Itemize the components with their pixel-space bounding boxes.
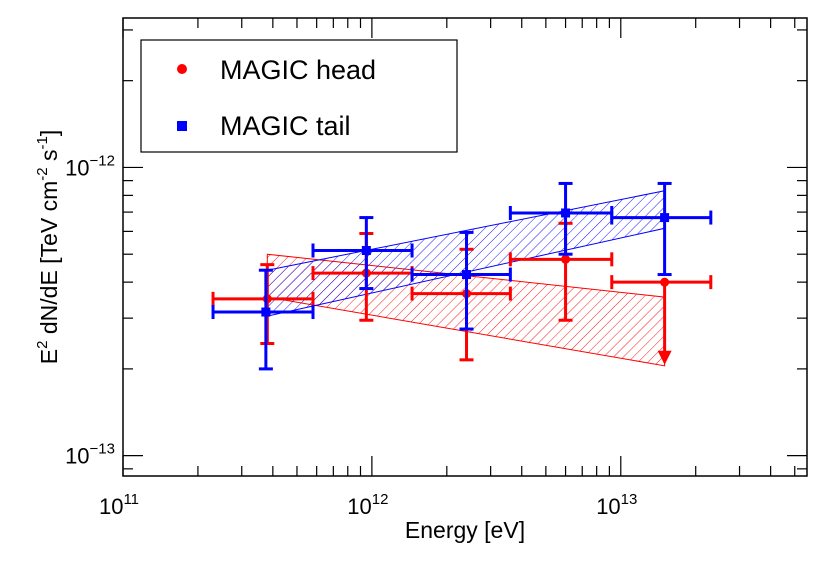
- y-tick-label-base: 10: [65, 444, 89, 469]
- data-point-marker: [561, 254, 571, 264]
- upper-limit-marker: [660, 277, 670, 287]
- y-tick-label-base: 10: [65, 155, 89, 180]
- x-tick-label-base: 10: [347, 494, 371, 519]
- x-axis-title: Energy [eV]: [405, 517, 525, 543]
- y-axis-title-sup-a: 2: [34, 341, 51, 349]
- x-tick-label: 1011: [99, 491, 139, 519]
- x-tick-label-base: 10: [596, 494, 620, 519]
- x-tick-label: 1013: [596, 491, 637, 519]
- data-points: [211, 181, 713, 371]
- x-tick-label-exponent: 13: [621, 491, 638, 508]
- legend-head-marker: [177, 64, 187, 74]
- y-axis-title: E2 dN/dE [TeV cm-2 s-1]: [34, 130, 62, 364]
- x-tick-label-exponent: 11: [123, 491, 139, 508]
- x-tick-label-exponent: 12: [372, 491, 389, 508]
- y-axis-title-part-c: s: [36, 150, 62, 168]
- legend-head-label: MAGIC head: [220, 55, 376, 85]
- data-point-marker: [361, 246, 371, 256]
- y-axis-title-part-b: dN/dE [TeV cm: [36, 181, 62, 341]
- x-tick-label-base: 10: [99, 494, 123, 519]
- data-point-marker: [561, 208, 571, 218]
- y-tick-label-exponent: −12: [90, 152, 115, 169]
- y-axis-title-part-a: E: [36, 349, 62, 364]
- data-point-marker: [462, 270, 472, 280]
- y-axis-title-sup-b: -2: [34, 167, 51, 180]
- legend-box: [140, 39, 458, 153]
- y-tick-label-exponent: −13: [90, 441, 115, 458]
- legend-tail-label: MAGIC tail: [220, 111, 351, 141]
- y-axis-title-part-d: ]: [36, 130, 62, 136]
- x-tick-label: 1012: [347, 491, 388, 519]
- legend-tail-marker: [177, 121, 187, 131]
- plot-frame: [122, 17, 808, 477]
- upper-limit-arrow-head: [657, 350, 672, 365]
- legend: MAGIC head MAGIC tail: [140, 39, 458, 153]
- y-axis-title-sup-c: -1: [34, 136, 51, 149]
- y-tick-label: 10−13: [65, 441, 115, 469]
- data-point-marker: [261, 307, 271, 317]
- data-point-marker: [660, 213, 670, 223]
- y-tick-label: 10−12: [65, 152, 115, 180]
